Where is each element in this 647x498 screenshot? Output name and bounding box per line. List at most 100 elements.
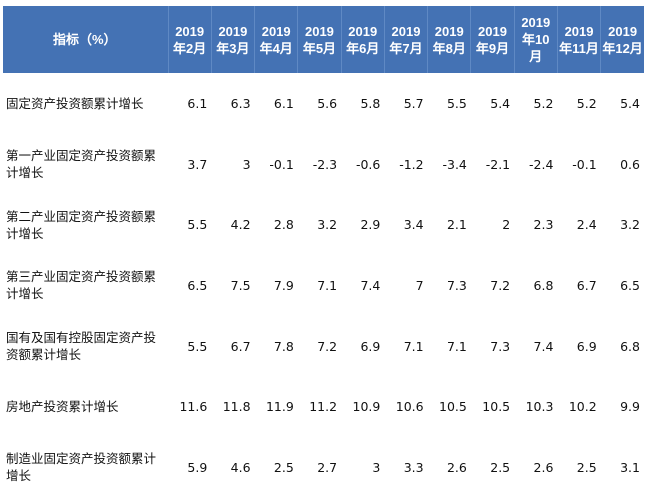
table-cell-value: 2 bbox=[502, 217, 511, 233]
table-cell-value: -0.6 bbox=[355, 156, 381, 172]
table-cell-value: 2.1 bbox=[446, 217, 467, 233]
table-cell-value: 3.3 bbox=[403, 459, 424, 475]
table-cell-value: -0.1 bbox=[572, 156, 597, 172]
table-cell-value: 3.2 bbox=[620, 217, 640, 233]
table-cell-value: 7.4 bbox=[360, 277, 381, 293]
table-cell-value: 5.5 bbox=[187, 338, 208, 354]
table-cell-value: 6.9 bbox=[360, 338, 381, 354]
table-cell-value: 6.5 bbox=[187, 277, 208, 293]
row-indicator-name: 制造业固定资产投资额累计增长 bbox=[6, 451, 157, 484]
header-month: 2019年4月 bbox=[254, 6, 298, 73]
table-cell-value: 7.2 bbox=[317, 338, 338, 354]
table-cell-value: 7.3 bbox=[490, 338, 511, 354]
header-month: 2019年3月 bbox=[210, 6, 255, 73]
table-cell-value: 10.3 bbox=[525, 399, 554, 415]
table-row: 第一产业固定资产投资额累计增长 3.7 3 -0.1 -2.3 -0.6 -1.2 -3.4 -… bbox=[3, 134, 644, 195]
header-month: 2019年9月 bbox=[470, 6, 515, 73]
table-cell-value: 10.2 bbox=[568, 399, 597, 415]
header-row: 指标（%） 2019年2月 2019年3月 2019年4月 2019年5月 20… bbox=[3, 6, 644, 73]
row-indicator-name: 第一产业固定资产投资额累计增长 bbox=[6, 148, 157, 181]
header-month: 2019年6月 bbox=[340, 6, 385, 73]
header-month: 2019年10月 bbox=[513, 6, 558, 73]
table-cell-value: 7.2 bbox=[490, 277, 511, 293]
table-cell-value: 7 bbox=[415, 277, 424, 293]
table-cell-value: 11.8 bbox=[222, 399, 251, 415]
table-cell-value: 2.3 bbox=[533, 217, 554, 233]
header-month: 2019年12月 bbox=[600, 6, 644, 73]
table-cell-value: 5.9 bbox=[187, 459, 208, 475]
table-cell-value: 2.5 bbox=[273, 459, 294, 475]
table-cell-value: 7.1 bbox=[403, 338, 424, 354]
table-cell-value: 3 bbox=[242, 156, 251, 172]
table-cell-value: 11.9 bbox=[265, 399, 294, 415]
table-cell-value: 7.4 bbox=[533, 338, 554, 354]
table-header: 指标（%） 2019年2月 2019年3月 2019年4月 2019年5月 20… bbox=[3, 6, 644, 73]
table-cell-value: 6.9 bbox=[576, 338, 597, 354]
table-cell-value: 6.1 bbox=[187, 95, 208, 111]
table-cell-value: 5.4 bbox=[490, 95, 511, 111]
table-cell-value: 2.5 bbox=[490, 459, 511, 475]
table-cell-value: 2.8 bbox=[273, 217, 294, 233]
table-cell-value: 6.8 bbox=[620, 338, 640, 354]
table-cell-value: 11.2 bbox=[309, 399, 338, 415]
table-cell-value: 0.6 bbox=[620, 156, 640, 172]
table-cell-value: 6.5 bbox=[620, 277, 640, 293]
table-row: 第二产业固定资产投资额累计增长 5.5 4.2 2.8 3.2 2.9 3.4 2.1 2 2.3… bbox=[3, 194, 644, 255]
table-cell-value: 7.5 bbox=[230, 277, 251, 293]
table-row: 国有及国有控股固定资产投资额累计增长 5.5 6.7 7.8 7.2 6.9 7.1 7.1 7… bbox=[3, 316, 644, 377]
table-cell-value: -2.4 bbox=[529, 156, 554, 172]
table-cell-value: 3 bbox=[372, 459, 381, 475]
table-cell-value: 5.2 bbox=[533, 95, 554, 111]
table-cell-value: 3.7 bbox=[187, 156, 208, 172]
table-cell-value: 3.2 bbox=[317, 217, 338, 233]
table-cell-value: -2.3 bbox=[312, 156, 338, 172]
table-cell-value: 2.9 bbox=[360, 217, 381, 233]
table-cell-value: 7.9 bbox=[273, 277, 294, 293]
table-cell-value: -1.2 bbox=[399, 156, 424, 172]
table-cell-value: -2.1 bbox=[485, 156, 511, 172]
table-row: 房地产投资累计增长 11.6 11.8 11.9 11.2 10.9 10.6 10.5 10.… bbox=[3, 376, 644, 437]
table-cell-value: 7.8 bbox=[273, 338, 294, 354]
table-cell-value: 2.7 bbox=[317, 459, 338, 475]
table-cell-value: 5.8 bbox=[360, 95, 381, 111]
table-cell-value: 5.4 bbox=[620, 95, 640, 111]
table-row: 制造业固定资产投资额累计增长 5.9 4.6 2.5 2.7 3 3.3 2.6 2.5 2.6 2… bbox=[3, 437, 644, 498]
table-cell-value: 6.3 bbox=[230, 95, 251, 111]
table-cell-value: 6.7 bbox=[230, 338, 251, 354]
header-month: 2019年2月 bbox=[167, 6, 212, 73]
table-cell-value: 7.1 bbox=[446, 338, 467, 354]
table-cell-value: 10.5 bbox=[482, 399, 511, 415]
header-month: 2019年7月 bbox=[383, 6, 428, 73]
table-cell-value: 2.6 bbox=[446, 459, 467, 475]
table-cell-value: -0.1 bbox=[269, 156, 294, 172]
table-body: 固定资产投资额累计增长 6.1 6.3 6.1 5.6 5.8 5.7 5.5 5.4 5.2 5.… bbox=[3, 73, 644, 498]
table-cell-value: 6.8 bbox=[533, 277, 554, 293]
table-cell-value: 2.4 bbox=[576, 217, 597, 233]
table-cell-value: 2.5 bbox=[576, 459, 597, 475]
header-month: 2019年11月 bbox=[556, 6, 601, 73]
table-cell-value: 9.9 bbox=[620, 399, 640, 415]
table-cell-value: 10.5 bbox=[439, 399, 467, 415]
table-cell-value: 6.7 bbox=[576, 277, 597, 293]
table-cell-value: 7.3 bbox=[446, 277, 467, 293]
table-row: 第三产业固定资产投资额累计增长 6.5 7.5 7.9 7.1 7.4 7 7.3 7.2 6.8… bbox=[3, 255, 644, 316]
table-cell-value: 5.7 bbox=[403, 95, 424, 111]
table-cell-value: 5.5 bbox=[446, 95, 467, 111]
row-indicator-name: 第三产业固定资产投资额累计增长 bbox=[6, 269, 157, 302]
table-cell-value: 2.6 bbox=[533, 459, 554, 475]
header-indicator-label: 指标（%） bbox=[3, 6, 169, 73]
header-month: 2019年8月 bbox=[427, 6, 471, 73]
table-cell-value: 3.1 bbox=[620, 459, 640, 475]
table-cell-value: 10.9 bbox=[352, 399, 381, 415]
table-cell-value: 5.2 bbox=[576, 95, 597, 111]
table-cell-value: 3.4 bbox=[403, 217, 424, 233]
row-indicator-name: 固定资产投资额累计增长 bbox=[6, 95, 144, 111]
table-cell-value: 4.6 bbox=[230, 459, 251, 475]
table-cell-value: 11.6 bbox=[179, 399, 208, 415]
table-cell-value: -3.4 bbox=[442, 156, 467, 172]
table-cell-value: 10.6 bbox=[395, 399, 424, 415]
table-cell-value: 6.1 bbox=[273, 95, 294, 111]
table-cell-value: 7.1 bbox=[317, 277, 338, 293]
table-cell-value: 4.2 bbox=[230, 217, 251, 233]
